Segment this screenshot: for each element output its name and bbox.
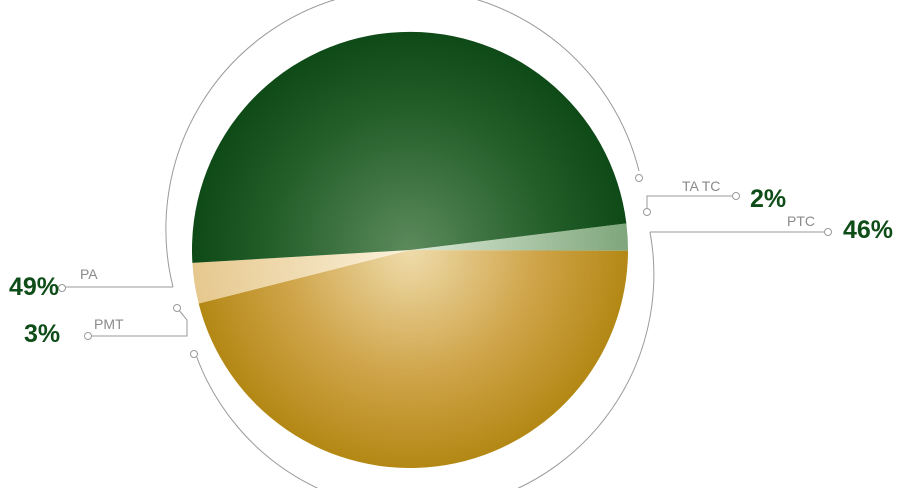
slice-label-pmt: PMT [94,316,124,332]
slice-label-ptc: PTC [787,213,815,229]
slice-percent-pmt: 3% [24,320,60,348]
connector-dot [58,284,66,292]
slice-percent-ta-tc: 2% [750,185,786,213]
leader-line-ta-tc [646,195,733,211]
slice-label-ta-tc: TA TC [682,178,720,194]
connector-dot [732,192,740,200]
outer-ring-lower [195,231,655,488]
slice-percent-pa: 49% [9,273,59,301]
outer-ring-upper [165,0,640,288]
pie-slice-ptc [198,250,628,469]
slice-label-pa: PA [80,266,98,282]
leader-lines [58,174,832,358]
pie-slice-pa [191,31,627,263]
pie-slices [191,31,629,469]
pie-slice-ta-tc [410,223,629,251]
connector-dot [173,304,181,312]
connector-dot [635,174,643,182]
connector-dot [643,208,651,216]
slice-percent-ptc: 46% [843,216,893,244]
connector-dot [84,332,92,340]
connector-dot [190,350,198,358]
connector-dot [824,228,832,236]
labels: TA TC 2% PTC 46% PA 49% PMT 3% [9,178,893,348]
pie-slice-pmt [192,250,410,304]
leader-line-pmt [88,308,188,337]
